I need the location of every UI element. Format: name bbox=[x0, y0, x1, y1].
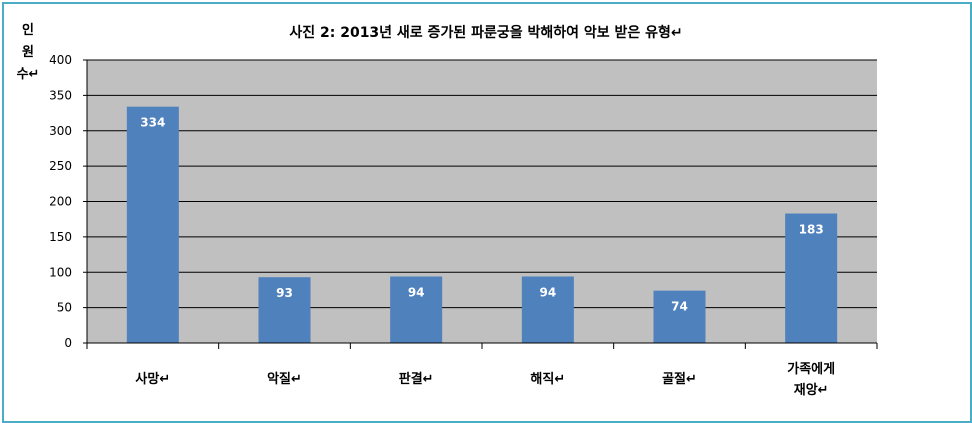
y-tick-label: 200 bbox=[49, 195, 72, 209]
bar bbox=[785, 213, 838, 343]
bar bbox=[258, 277, 311, 343]
y-tick-label: 250 bbox=[49, 159, 72, 173]
y-tick-label: 100 bbox=[49, 265, 72, 279]
data-label: 93 bbox=[276, 286, 293, 300]
x-category-label: 악질↵ bbox=[267, 371, 302, 387]
y-tick-label: 400 bbox=[49, 53, 72, 67]
bar bbox=[521, 276, 574, 343]
bar bbox=[653, 290, 706, 343]
x-category-label: 사망↵ bbox=[135, 371, 170, 387]
bars: 334 93 94 94 74 183 bbox=[126, 106, 838, 343]
x-category-label: 판결↵ bbox=[399, 371, 434, 387]
chart-title: 사진 2: 2013년 새로 증가된 파룬궁을 박해하여 악보 받은 유형↵ bbox=[289, 25, 683, 41]
y-tick-label: 300 bbox=[49, 124, 72, 138]
data-label: 94 bbox=[539, 285, 556, 299]
y-tick-label: 350 bbox=[49, 88, 72, 102]
x-axis-categories: 사망↵ 악질↵ 판결↵ 해직↵ 골절↵ 가족에게 재앙↵ bbox=[135, 361, 835, 398]
data-label: 334 bbox=[140, 116, 165, 130]
y-axis-label: 인 원 수↵ bbox=[16, 23, 40, 82]
bar bbox=[126, 106, 179, 343]
data-label: 74 bbox=[671, 300, 688, 314]
y-axis-ticks: 0 50 100 150 200 250 300 350 400 bbox=[49, 53, 87, 350]
y-tick-label: 50 bbox=[57, 301, 72, 315]
gridlines bbox=[87, 59, 877, 309]
data-label: 183 bbox=[799, 223, 824, 237]
x-category-label: 해직↵ bbox=[530, 371, 565, 387]
data-label: 94 bbox=[408, 285, 425, 299]
x-category-label: 가족에게 재앙↵ bbox=[787, 361, 835, 398]
y-tick-label: 150 bbox=[49, 230, 72, 244]
bar bbox=[390, 276, 443, 343]
y-tick-label: 0 bbox=[64, 336, 72, 350]
x-axis bbox=[86, 60, 878, 349]
x-category-label: 골절↵ bbox=[662, 372, 697, 387]
